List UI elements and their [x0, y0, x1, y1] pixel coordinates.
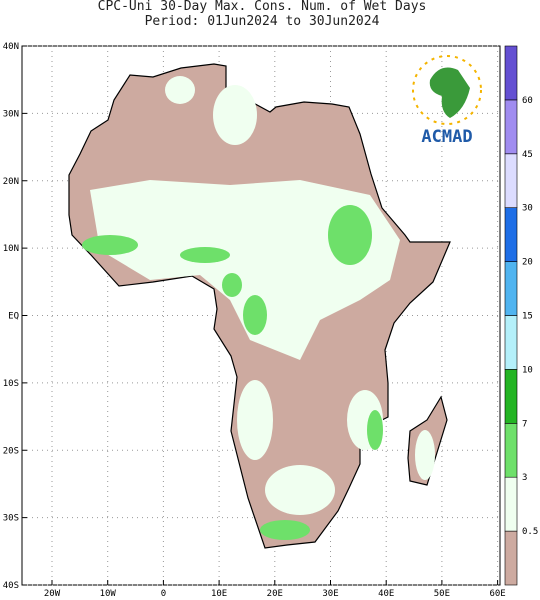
- colorbar-label: 60: [522, 96, 533, 106]
- colorbar: 0.5 3 7 10 15 20 30 45 60: [504, 45, 538, 586]
- colorbar-label: 10: [522, 365, 533, 375]
- lat-label: 10N: [3, 244, 19, 254]
- africa: [68, 63, 451, 549]
- colorbar-label: 7: [522, 419, 527, 429]
- green-areas: [82, 205, 383, 540]
- colorbar-label: 45: [522, 150, 533, 160]
- logo-text: ACMAD: [421, 127, 472, 147]
- colorbar-segment: [504, 207, 518, 262]
- lon-label: 10W: [100, 589, 117, 599]
- lat-label: 30S: [3, 514, 19, 524]
- logo: ACMAD: [412, 55, 482, 147]
- lat-label: 10S: [3, 379, 19, 389]
- lat-label: 30N: [3, 109, 19, 119]
- lat-label: 20N: [3, 177, 19, 187]
- light-areas: [90, 76, 435, 515]
- colorbar-segment: [504, 315, 518, 370]
- subtitle: Period: 01Jun2024 to 30Jun2024: [145, 14, 380, 29]
- colorbar-segment: [504, 422, 518, 478]
- colorbar-segment: [504, 476, 518, 532]
- colorbar-segment: [504, 530, 518, 586]
- colorbar-segment: [504, 261, 518, 316]
- colorbar-label: 20: [522, 258, 533, 268]
- colorbar-label: 15: [522, 312, 533, 322]
- lon-label: 10E: [211, 589, 227, 599]
- colorbar-segment: [504, 99, 518, 155]
- colorbar-segment: [504, 45, 518, 101]
- lat-label: 20S: [3, 446, 19, 456]
- lon-label: 20E: [267, 589, 283, 599]
- lon-label: 20W: [44, 589, 61, 599]
- colorbar-label: 0.5: [522, 527, 538, 537]
- logo-africa: [429, 67, 470, 118]
- colorbar-segment: [504, 369, 518, 424]
- lon-label: 50E: [434, 589, 450, 599]
- lon-label: 30E: [322, 589, 338, 599]
- lat-label: EQ: [8, 312, 19, 322]
- lon-label: 0: [161, 589, 166, 599]
- logo-ring: [412, 55, 482, 125]
- lat-label: 40N: [3, 42, 19, 52]
- colorbar-segment: [504, 153, 518, 209]
- lat-label: 40S: [3, 581, 19, 591]
- colorbar-label: 30: [522, 204, 533, 214]
- lon-label: 60E: [489, 589, 505, 599]
- colorbar-label: 3: [522, 473, 527, 483]
- lon-label: 40E: [378, 589, 394, 599]
- title: CPC-Uni 30-Day Max. Cons. Num. of Wet Da…: [98, 0, 427, 14]
- lat-labels: 40N 30N 20N 10N EQ 10S 20S 30S 40S: [3, 42, 27, 591]
- lon-labels: 20W 10W 0 10E 20E 30E 40E 50E 60E: [44, 580, 506, 599]
